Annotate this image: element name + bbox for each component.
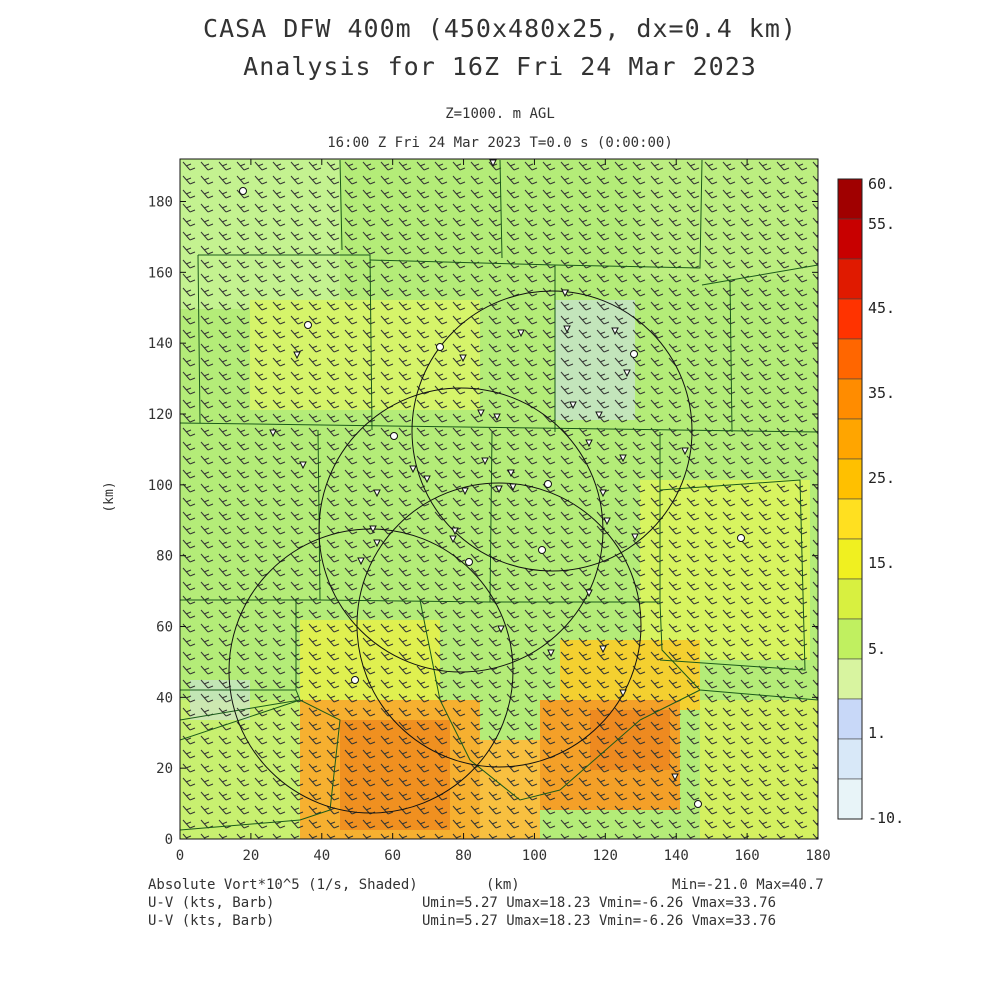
colorbar-label: 15. <box>868 554 895 572</box>
colorbar-segment <box>837 698 863 740</box>
x-tick-label: 80 <box>455 848 472 864</box>
level-label: Z=1000. m AGL <box>445 106 555 122</box>
plot-frame <box>179 158 819 840</box>
vector2-label: U-V (kts, Barb) <box>148 913 275 929</box>
vector1-label: U-V (kts, Barb) <box>148 895 275 911</box>
x-tick-label: 120 <box>593 848 618 864</box>
colorbar-label: -10. <box>868 809 904 827</box>
y-tick-label: 140 <box>148 336 173 352</box>
colorbar-label: 35. <box>868 384 895 402</box>
colorbar-segment <box>837 458 863 500</box>
y-tick-label: 80 <box>156 549 173 565</box>
colorbar-segment <box>837 258 863 300</box>
colorbar-label: 5. <box>868 640 886 658</box>
colorbar-segment <box>837 618 863 660</box>
colorbar-segment <box>837 218 863 260</box>
x-tick-label: 160 <box>734 848 759 864</box>
x-tick-label: 140 <box>664 848 689 864</box>
colorbar-segment <box>837 578 863 620</box>
colorbar-segment <box>837 538 863 580</box>
colorbar-label: 45. <box>868 299 895 317</box>
y-tick-label: 40 <box>156 690 173 706</box>
y-tick-label: 0 <box>165 832 173 848</box>
vorticity-field <box>180 159 818 839</box>
colorbar-frame <box>837 178 863 820</box>
colorbar-segment <box>837 178 863 220</box>
y-tick-label: 120 <box>148 407 173 423</box>
minmax-label: Min=-21.0 Max=40.7 <box>672 877 824 893</box>
x-tick-label: 60 <box>384 848 401 864</box>
colorbar-segment <box>837 738 863 780</box>
colorbar-segment <box>837 778 863 820</box>
time-label: 16:00 Z Fri 24 Mar 2023 T=0.0 s (0:00:00… <box>327 135 673 151</box>
vector1-stats: Umin=5.27 Umax=18.23 Vmin=-6.26 Vmax=33.… <box>422 895 777 911</box>
colorbar-segment <box>837 418 863 460</box>
colorbar-label: 1. <box>868 724 886 742</box>
station-markers <box>239 159 745 808</box>
colorbar-label: 60. <box>868 175 895 193</box>
colorbar-segment <box>837 498 863 540</box>
colorbar-segment <box>837 378 863 420</box>
colorbar: 60. 55. 45. 35. 25. 15. 5. 1. -10. <box>837 175 904 827</box>
title-line-1: CASA DFW 400m (450x480x25, dx=0.4 km) <box>203 14 797 43</box>
x-tick-label: 180 <box>805 848 830 864</box>
y-tick-label: 20 <box>156 761 173 777</box>
units-label: (km) <box>486 877 520 893</box>
y-axis-label: (km) <box>102 481 117 512</box>
x-tick-label: 40 <box>313 848 330 864</box>
colorbar-segment <box>837 338 863 380</box>
y-tick-label: 60 <box>156 620 173 636</box>
county-boundaries <box>180 159 818 831</box>
title-line-2: Analysis for 16Z Fri 24 Mar 2023 <box>243 52 757 81</box>
colorbar-label: 55. <box>868 215 895 233</box>
colorbar-segment <box>837 298 863 340</box>
colorbar-segment <box>837 658 863 700</box>
y-axis-ticks: 0 20 40 60 80 100 120 140 160 180 <box>148 195 818 848</box>
x-tick-label: 100 <box>522 848 547 864</box>
y-tick-label: 180 <box>148 195 173 211</box>
vector2-stats: Umin=5.27 Umax=18.23 Vmin=-6.26 Vmax=33.… <box>422 913 777 929</box>
y-tick-label: 160 <box>148 265 173 281</box>
colorbar-label: 25. <box>868 469 895 487</box>
x-tick-label: 20 <box>242 848 259 864</box>
x-axis-ticks: 0 20 40 60 80 100 120 140 160 180 <box>176 159 831 864</box>
y-tick-label: 100 <box>148 478 173 494</box>
x-tick-label: 0 <box>176 848 184 864</box>
field-label: Absolute Vort*10^5 (1/s, Shaded) <box>148 877 418 893</box>
